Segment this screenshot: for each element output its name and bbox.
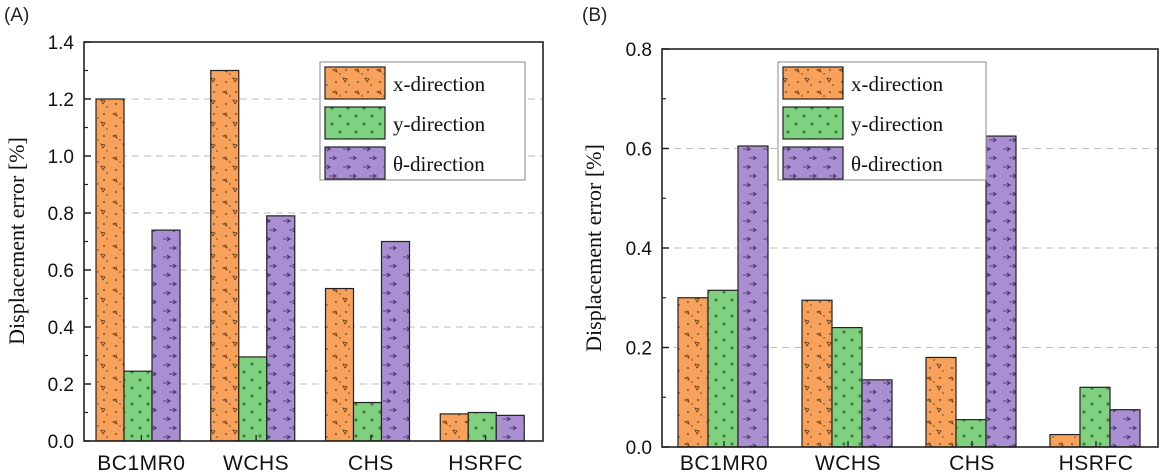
panel-a: (A) 0.0 0.2 0.4 0.6 0.8 1.0 1.2 1.4 BC1MR0 WCHS C…	[4, 5, 544, 473]
bar-wchs-0	[801, 299, 833, 448]
x-category-label: HSRFC	[448, 452, 523, 473]
panel-b: (B) 0.0 0.2 0.4 0.6 0.8 BC1MR0 WCHS CHS HSRFC D…	[581, 5, 1159, 473]
bar-chs-2	[985, 135, 1017, 448]
panel-a-label: (A)	[4, 5, 29, 26]
y-tick-label: 0.2	[48, 375, 74, 396]
bar-chs-0	[324, 287, 355, 442]
bar-wchs-1	[831, 327, 863, 448]
bar-bc1mr0-2	[737, 145, 769, 448]
y-tick-label: 0.8	[626, 40, 652, 61]
legend-label: x-direction	[393, 72, 486, 96]
x-category-label: BC1MR0	[97, 452, 185, 473]
x-category-label: HSRFC	[1059, 452, 1134, 473]
y-tick-label: 0.0	[48, 432, 74, 453]
panel-b-x-categories: BC1MR0 WCHS CHS HSRFC	[680, 441, 1134, 473]
legend-label: x-direction	[851, 72, 944, 96]
legend-swatch	[782, 146, 844, 180]
y-tick-label: 0.4	[48, 318, 75, 339]
bar-hsrfc-0	[1049, 433, 1081, 448]
panel-a-legend: x-direction y-direction θ-direction	[319, 61, 526, 181]
bar-bc1mr0-0	[677, 297, 709, 448]
legend-swatch	[324, 146, 386, 180]
bar-hsrfc-0	[439, 413, 469, 442]
panel-a-x-categories: BC1MR0 WCHS CHS HSRFC	[97, 435, 523, 473]
legend-label: θ-direction	[851, 152, 943, 176]
y-tick-label: 0.6	[48, 261, 74, 282]
legend-label: y-direction	[851, 112, 944, 136]
x-category-label: WCHS	[815, 452, 881, 473]
legend-swatch	[782, 106, 844, 140]
x-category-label: WCHS	[223, 452, 289, 473]
panel-b-legend: x-direction y-direction θ-direction	[777, 61, 987, 181]
bar-bc1mr0-1	[707, 289, 739, 448]
bar-bc1mr0-0	[95, 98, 125, 442]
bar-bc1mr0-2	[151, 229, 181, 442]
bar-wchs-0	[210, 69, 240, 442]
bar-chs-1	[955, 419, 987, 448]
bar-chs-2	[380, 240, 411, 442]
y-tick-label: 1.0	[48, 147, 74, 168]
panel-b-gridlines	[662, 148, 1158, 348]
panel-b-label: (B)	[582, 5, 607, 26]
bar-hsrfc-2	[1109, 409, 1141, 448]
y-tick-label: 1.4	[48, 33, 75, 54]
panel-b-y-ticks: 0.0 0.2 0.4 0.6 0.8	[626, 40, 669, 459]
panel-a-y-axis-label: Displacement error [%]	[4, 137, 29, 345]
bar-wchs-2	[861, 379, 893, 448]
bar-wchs-2	[266, 215, 296, 442]
bar-hsrfc-2	[495, 414, 525, 442]
x-category-label: CHS	[949, 452, 995, 473]
y-tick-label: 0.2	[626, 339, 652, 360]
y-tick-label: 0.6	[626, 140, 652, 161]
panel-b-y-axis-label: Displacement error [%]	[581, 144, 606, 352]
y-tick-label: 0.8	[48, 204, 74, 225]
legend-swatch	[324, 106, 386, 140]
y-tick-label: 0.4	[626, 239, 653, 260]
x-category-label: BC1MR0	[680, 452, 768, 473]
y-tick-label: 1.2	[48, 90, 74, 111]
bar-chs-1	[352, 401, 383, 442]
legend-swatch	[324, 66, 386, 100]
bar-hsrfc-1	[467, 411, 497, 442]
panel-a-bars	[95, 69, 525, 442]
panel-b-bars	[677, 135, 1141, 448]
x-category-label: CHS	[348, 452, 394, 473]
bar-bc1mr0-1	[123, 370, 153, 442]
bar-hsrfc-1	[1079, 386, 1111, 448]
y-tick-label: 0.0	[626, 438, 652, 459]
bar-chs-0	[925, 356, 957, 448]
legend-label: θ-direction	[393, 152, 485, 176]
bar-wchs-1	[238, 356, 268, 442]
legend-swatch	[782, 66, 844, 100]
panel-a-y-ticks: 0.0 0.2 0.4 0.6 0.8 1.0 1.2 1.4	[48, 33, 91, 453]
legend-label: y-direction	[393, 112, 486, 136]
